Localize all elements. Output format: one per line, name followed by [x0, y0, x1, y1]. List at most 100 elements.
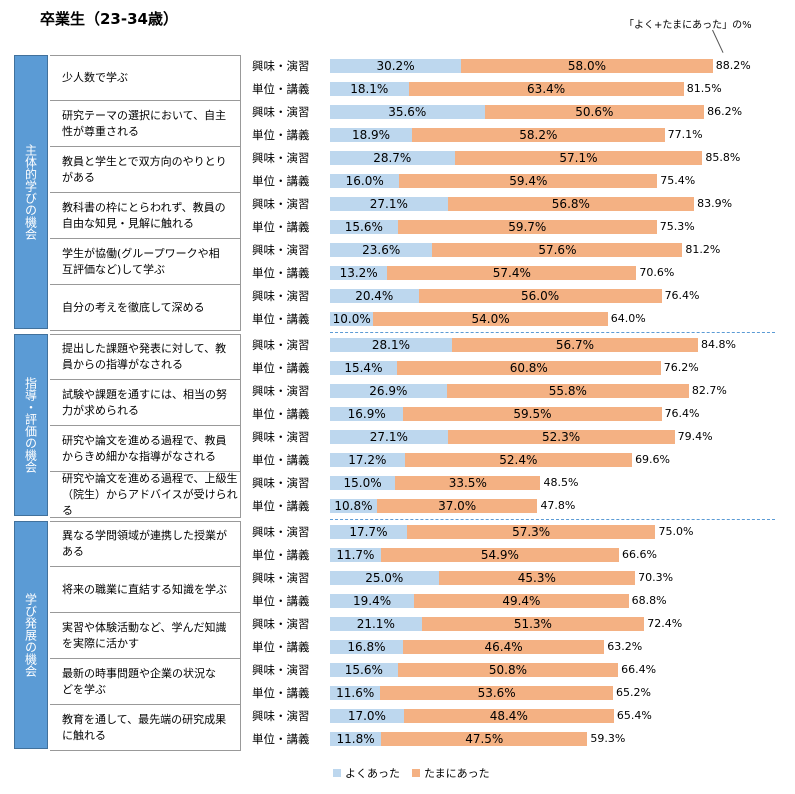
row-type-label: 興味・演習: [252, 151, 310, 165]
bar-often: 26.9%: [330, 384, 447, 398]
total-label: 85.8%: [705, 151, 741, 164]
annotation-leader-line: [712, 29, 724, 53]
total-label: 69.6%: [635, 453, 671, 466]
bar-sometimes: 50.8%: [397, 663, 619, 677]
bar-often: 11.8%: [330, 732, 382, 746]
bar-sometimes: 46.4%: [402, 640, 605, 654]
item-label: 試験や課題を通すには、相当の努 力が求められる: [50, 380, 240, 426]
total-label: 79.4%: [677, 430, 713, 443]
row-type-label: 単位・講義: [252, 453, 310, 467]
bar-sometimes: 58.2%: [412, 128, 665, 142]
bar-sometimes: 52.3%: [447, 430, 675, 444]
row-type-label: 単位・講義: [252, 686, 310, 700]
row-type-label: 単位・講義: [252, 174, 310, 188]
bar-often: 27.1%: [330, 430, 448, 444]
bar-often: 18.1%: [330, 82, 409, 96]
row-type-label: 単位・講義: [252, 594, 310, 608]
row-type-label: 興味・演習: [252, 430, 310, 444]
item-label: 研究テーマの選択において、自主 性が尊重される: [50, 101, 240, 147]
total-label: 59.3%: [590, 732, 626, 745]
bar-often: 28.7%: [330, 151, 455, 165]
legend-label: よくあった: [345, 767, 400, 780]
total-label: 63.2%: [607, 640, 643, 653]
total-label: 70.3%: [638, 571, 674, 584]
bar-sometimes: 50.6%: [484, 105, 705, 119]
bar-often: 16.9%: [330, 407, 404, 421]
category-label: 指導・評価の機会: [14, 334, 48, 516]
bar-often: 19.4%: [330, 594, 415, 608]
item-label: 研究や論文を進める過程で、教員 からきめ細かな指導がなされる: [50, 426, 240, 472]
bar-sometimes: 57.6%: [432, 243, 683, 257]
total-label: 48.5%: [543, 476, 579, 489]
bar-sometimes: 51.3%: [421, 617, 645, 631]
row-type-label: 興味・演習: [252, 571, 310, 585]
row-type-label: 興味・演習: [252, 525, 310, 539]
item-label: 教員と学生とで双方向のやりとり がある: [50, 147, 240, 193]
item-label: 少人数で学ぶ: [50, 55, 240, 101]
legend-label: たまにあった: [424, 767, 490, 780]
total-label: 81.2%: [685, 243, 721, 256]
row-type-label: 興味・演習: [252, 709, 310, 723]
total-label: 86.2%: [707, 105, 743, 118]
total-label: 76.4%: [664, 289, 700, 302]
total-annotation: 「よく+たまにあった」の%: [624, 20, 752, 31]
category-label: 主体的学びの機会: [14, 55, 48, 329]
category-label: 学び発展の機会: [14, 521, 48, 749]
bar-often: 21.1%: [330, 617, 422, 631]
legend-item-often: よくあった: [333, 765, 400, 781]
row-type-label: 単位・講義: [252, 640, 310, 654]
bar-often: 23.6%: [330, 243, 433, 257]
item-label: 自分の考えを徹底して深める: [50, 285, 240, 331]
item-label: 将来の職業に直結する知識を学ぶ: [50, 567, 240, 613]
row-type-label: 単位・講義: [252, 407, 310, 421]
legend-swatch: [412, 769, 420, 777]
bar-sometimes: 56.7%: [451, 338, 699, 352]
row-type-label: 単位・講義: [252, 312, 310, 326]
legend-swatch: [333, 769, 341, 777]
group-separator: [330, 332, 775, 333]
bar-sometimes: 59.5%: [403, 407, 662, 421]
row-type-label: 単位・講義: [252, 266, 310, 280]
bar-often: 15.0%: [330, 476, 396, 490]
bar-sometimes: 37.0%: [376, 499, 538, 513]
total-label: 47.8%: [540, 499, 576, 512]
chart-title: 卒業生（23-34歳）: [40, 10, 178, 28]
group-separator: [330, 519, 775, 520]
total-label: 76.4%: [664, 407, 700, 420]
total-label: 65.4%: [616, 709, 652, 722]
row-type-label: 単位・講義: [252, 361, 310, 375]
bar-often: 17.2%: [330, 453, 405, 467]
bar-often: 27.1%: [330, 197, 448, 211]
total-label: 64.0%: [610, 312, 646, 325]
item-label: 提出した課題や発表に対して、教 員からの指導がなされる: [50, 334, 240, 380]
bar-often: 25.0%: [330, 571, 439, 585]
total-label: 75.0%: [658, 525, 694, 538]
row-type-label: 単位・講義: [252, 82, 310, 96]
legend-item-sometimes: たまにあった: [412, 765, 490, 781]
bar-often: 16.0%: [330, 174, 400, 188]
bar-sometimes: 55.8%: [446, 384, 689, 398]
bar-sometimes: 57.1%: [454, 151, 703, 165]
bar-sometimes: 54.0%: [373, 312, 608, 326]
item-label: 教育を通して、最先端の研究成果 に触れる: [50, 705, 240, 751]
bar-often: 11.7%: [330, 548, 381, 562]
item-label: 研究や論文を進める過程で、上級生 （院生）からアドバイスが受けられる: [50, 472, 240, 518]
bar-sometimes: 56.0%: [418, 289, 662, 303]
bar-often: 20.4%: [330, 289, 419, 303]
row-type-label: 興味・演習: [252, 476, 310, 490]
bar-often: 18.9%: [330, 128, 413, 142]
bar-often: 10.0%: [330, 312, 374, 326]
row-type-label: 興味・演習: [252, 243, 310, 257]
total-label: 75.3%: [659, 220, 695, 233]
total-label: 84.8%: [701, 338, 736, 351]
bar-often: 11.6%: [330, 686, 381, 700]
row-type-label: 興味・演習: [252, 338, 310, 352]
row-type-label: 興味・演習: [252, 59, 310, 73]
total-label: 77.1%: [667, 128, 703, 141]
row-type-label: 単位・講義: [252, 128, 310, 142]
total-label: 88.2%: [715, 59, 751, 72]
total-label: 76.2%: [663, 361, 699, 374]
bar-often: 10.8%: [330, 499, 377, 513]
item-label: 異なる学問領域が連携した授業が ある: [50, 521, 240, 567]
